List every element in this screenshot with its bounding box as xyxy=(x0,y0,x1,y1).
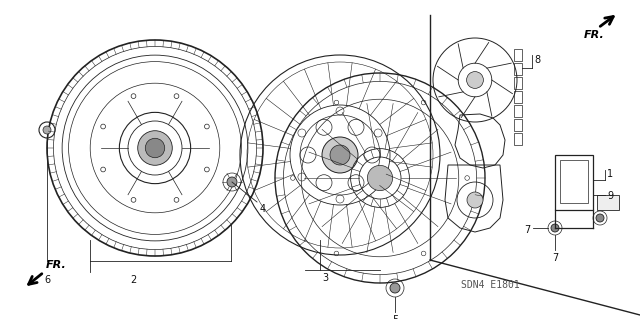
Bar xyxy=(514,63,522,75)
Text: 7: 7 xyxy=(552,253,558,263)
Bar xyxy=(560,160,588,203)
Circle shape xyxy=(467,192,483,208)
Text: 1: 1 xyxy=(607,169,613,179)
Circle shape xyxy=(467,71,483,88)
Bar xyxy=(514,105,522,117)
Bar xyxy=(514,119,522,131)
Bar xyxy=(597,195,619,210)
Circle shape xyxy=(330,145,350,165)
Text: 8: 8 xyxy=(534,55,540,65)
Text: 9: 9 xyxy=(607,191,613,201)
Text: 2: 2 xyxy=(131,275,136,286)
Bar xyxy=(514,133,522,145)
Bar xyxy=(514,91,522,103)
Text: FR.: FR. xyxy=(46,260,67,270)
Text: 7: 7 xyxy=(524,225,530,235)
Bar xyxy=(514,77,522,89)
Bar xyxy=(555,155,593,210)
Text: 4: 4 xyxy=(260,204,266,214)
Circle shape xyxy=(551,224,559,232)
Text: SDN4 E1801: SDN4 E1801 xyxy=(461,280,520,290)
Circle shape xyxy=(145,138,164,158)
Text: FR.: FR. xyxy=(584,30,605,40)
Circle shape xyxy=(138,131,172,165)
Circle shape xyxy=(227,177,237,187)
Text: 5: 5 xyxy=(392,315,398,319)
Text: 6: 6 xyxy=(44,275,50,286)
Circle shape xyxy=(596,214,604,222)
Circle shape xyxy=(43,126,51,134)
Text: 3: 3 xyxy=(322,273,328,283)
Circle shape xyxy=(322,137,358,173)
Circle shape xyxy=(367,165,392,190)
Bar xyxy=(514,49,522,61)
Circle shape xyxy=(390,283,400,293)
